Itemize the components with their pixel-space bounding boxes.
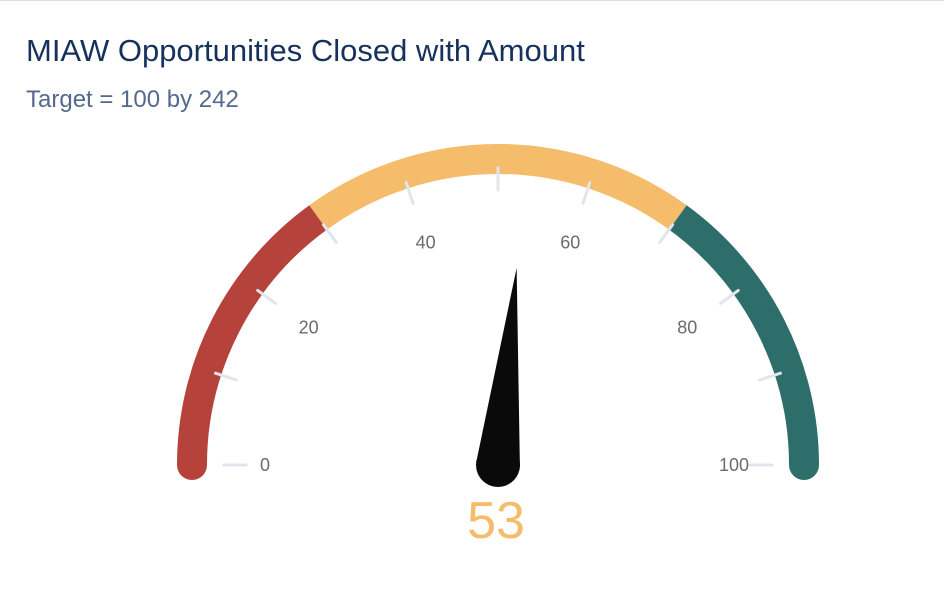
gauge-minor-ticks [214, 166, 782, 382]
gauge-major-tick-60 [581, 181, 592, 205]
gauge-band-end-cap [789, 450, 819, 480]
gauge-tick-label-0: 0 [260, 455, 270, 475]
gauge-needle-hub [476, 443, 520, 487]
gauge-major-tick-20 [256, 288, 278, 305]
gauge-major-tick-80 [718, 288, 740, 305]
gauge-needle-group [476, 267, 520, 487]
gauge-major-ticks [222, 181, 774, 467]
gauge-band-3 [668, 205, 819, 466]
gauge-band-start-cap [177, 450, 207, 480]
gauge-bands [177, 144, 819, 480]
chart-title: MIAW Opportunities Closed with Amount [26, 33, 585, 68]
gauge-tick-labels: 0 20 40 60 80 100 [260, 232, 749, 475]
gauge-tick-label-80: 80 [677, 317, 697, 337]
gauge-band-1 [177, 205, 328, 466]
gauge-minor-tick-30 [321, 223, 338, 245]
gauge-tick-label-40: 40 [416, 232, 436, 252]
gauge-needle [476, 267, 520, 468]
top-divider [0, 0, 944, 1]
gauge-band-2 [309, 144, 687, 230]
gauge-tick-label-20: 20 [299, 317, 319, 337]
gauge-tick-label-60: 60 [560, 232, 580, 252]
gauge-major-tick-40 [404, 181, 415, 205]
gauge-value: 53 [467, 492, 525, 550]
gauge-minor-tick-90 [758, 371, 782, 382]
gauge-minor-tick-70 [658, 223, 675, 245]
chart-subtitle: Target = 100 by 242 [26, 86, 239, 113]
gauge-minor-tick-10 [214, 371, 238, 382]
gauge-tick-label-100: 100 [719, 455, 749, 475]
